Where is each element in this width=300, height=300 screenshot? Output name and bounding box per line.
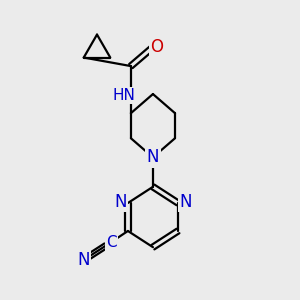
- Text: N: N: [77, 251, 90, 269]
- Text: C: C: [106, 235, 116, 250]
- Text: N: N: [147, 148, 159, 166]
- Text: N: N: [114, 193, 127, 211]
- Text: N: N: [179, 193, 192, 211]
- Text: HN: HN: [113, 88, 136, 103]
- Text: O: O: [150, 38, 163, 56]
